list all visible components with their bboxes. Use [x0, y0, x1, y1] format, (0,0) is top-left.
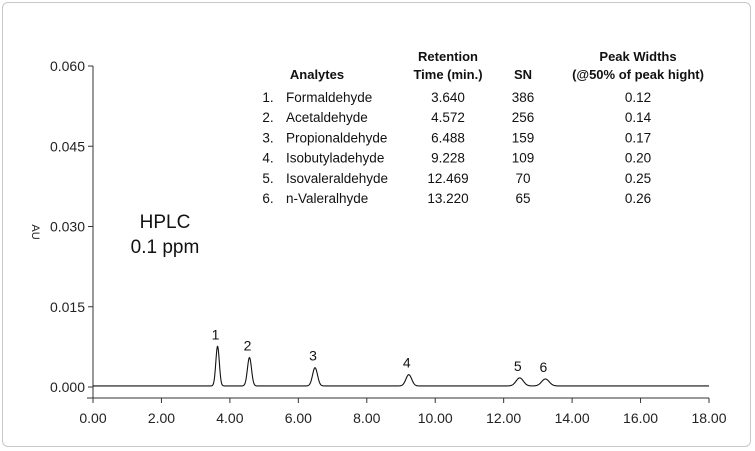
- row-peak-width: 0.26: [625, 191, 651, 206]
- table-row: 4. Isobutyladehyde 9.228 109 0.20: [262, 151, 651, 166]
- row-retention: 6.488: [431, 130, 465, 145]
- row-analyte: Propionaldehyde: [286, 130, 387, 145]
- analyte-table: Retention Time (min.) Analytes SN Peak W…: [262, 49, 704, 206]
- row-analyte: Isovaleraldehyde: [286, 171, 388, 186]
- row-number: 3.: [262, 130, 273, 145]
- x-tick-label: 2.00: [148, 410, 175, 426]
- x-tick-label: 0.00: [79, 410, 106, 426]
- peak-label: 4: [403, 355, 411, 371]
- row-sn: 65: [515, 191, 530, 206]
- header-widths-2: (@50% of peak hight): [572, 67, 704, 82]
- row-sn: 159: [512, 130, 535, 145]
- row-sn: 109: [512, 151, 535, 166]
- row-peak-width: 0.12: [625, 90, 651, 105]
- x-tick-label: 16.00: [623, 410, 658, 426]
- peak-labels: 1 2 3 4 5 6: [212, 326, 548, 375]
- x-tick-label: 12.00: [486, 410, 521, 426]
- row-analyte: Acetaldehyde: [286, 110, 368, 125]
- x-tick-label: 10.00: [418, 410, 453, 426]
- x-tick-label: 14.00: [555, 410, 590, 426]
- y-tick-label: 0.030: [50, 219, 85, 235]
- y-tick-label: 0.015: [50, 299, 85, 315]
- row-retention: 9.228: [431, 151, 465, 166]
- header-sn: SN: [514, 67, 532, 82]
- y-tick-label: 0.060: [50, 58, 85, 74]
- row-number: 4.: [262, 151, 273, 166]
- row-peak-width: 0.25: [625, 171, 651, 186]
- table-row: 1. Formaldehyde 3.640 386 0.12: [262, 90, 651, 105]
- axes: [87, 66, 709, 399]
- row-sn: 256: [512, 110, 535, 125]
- row-retention: 4.572: [431, 110, 465, 125]
- x-tick-label: 4.00: [216, 410, 243, 426]
- row-number: 5.: [262, 171, 273, 186]
- peak-label: 3: [309, 348, 317, 364]
- annotation-concentration: 0.1 ppm: [131, 237, 200, 258]
- row-number: 1.: [262, 90, 273, 105]
- row-peak-width: 0.14: [625, 110, 652, 125]
- row-number: 6.: [262, 191, 273, 206]
- x-ticks: 0.00 2.00 4.00 6.00 8.00 10.00 12.00 14.00 16.00…: [79, 398, 727, 426]
- x-tick-label: 6.00: [285, 410, 312, 426]
- row-analyte: n-Valeralhyde: [286, 191, 368, 206]
- row-retention: 12.469: [427, 171, 468, 186]
- table-row: 6. n-Valeralhyde 13.220 65 0.26: [262, 191, 651, 206]
- table-row: 3. Propionaldehyde 6.488 159 0.17: [262, 130, 651, 145]
- row-analyte: Isobutyladehyde: [286, 151, 384, 166]
- row-number: 2.: [262, 110, 273, 125]
- row-analyte: Formaldehyde: [286, 90, 372, 105]
- y-tick-label: 0.000: [50, 379, 85, 395]
- row-sn: 386: [512, 90, 535, 105]
- header-widths-1: Peak Widths: [599, 49, 676, 64]
- header-retention-1: Retention: [418, 49, 478, 64]
- peak-label: 6: [540, 359, 548, 375]
- y-tick-label: 0.045: [50, 138, 85, 154]
- chart-frame: [2, 2, 751, 447]
- table-row: 2. Acetaldehyde 4.572 256 0.14: [262, 110, 651, 125]
- row-peak-width: 0.20: [625, 151, 651, 166]
- peak-label: 2: [244, 338, 252, 354]
- peak-label: 1: [212, 326, 220, 342]
- x-tick-label: 8.00: [353, 410, 380, 426]
- peak-label: 5: [514, 358, 522, 374]
- row-sn: 70: [515, 171, 530, 186]
- table-row: 5. Isovaleraldehyde 12.469 70 0.25: [262, 171, 651, 186]
- row-retention: 13.220: [427, 191, 468, 206]
- header-retention-2: Time (min.): [413, 67, 482, 82]
- header-analytes: Analytes: [290, 67, 344, 82]
- x-tick-label: 18.00: [691, 410, 726, 426]
- row-retention: 3.640: [431, 90, 465, 105]
- row-peak-width: 0.17: [625, 130, 651, 145]
- y-axis-label: AU: [29, 224, 41, 239]
- y-ticks: 0.000 0.015 0.030 0.045 0.060: [50, 58, 93, 395]
- chromatogram-trace: [93, 345, 709, 387]
- annotation-method: HPLC: [140, 212, 191, 233]
